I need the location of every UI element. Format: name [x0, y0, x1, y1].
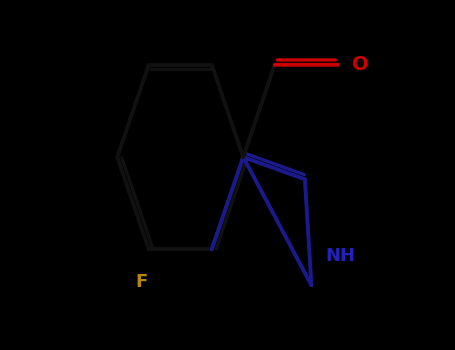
Text: O: O [352, 55, 368, 74]
Text: F: F [136, 273, 148, 292]
Text: NH: NH [325, 246, 355, 265]
